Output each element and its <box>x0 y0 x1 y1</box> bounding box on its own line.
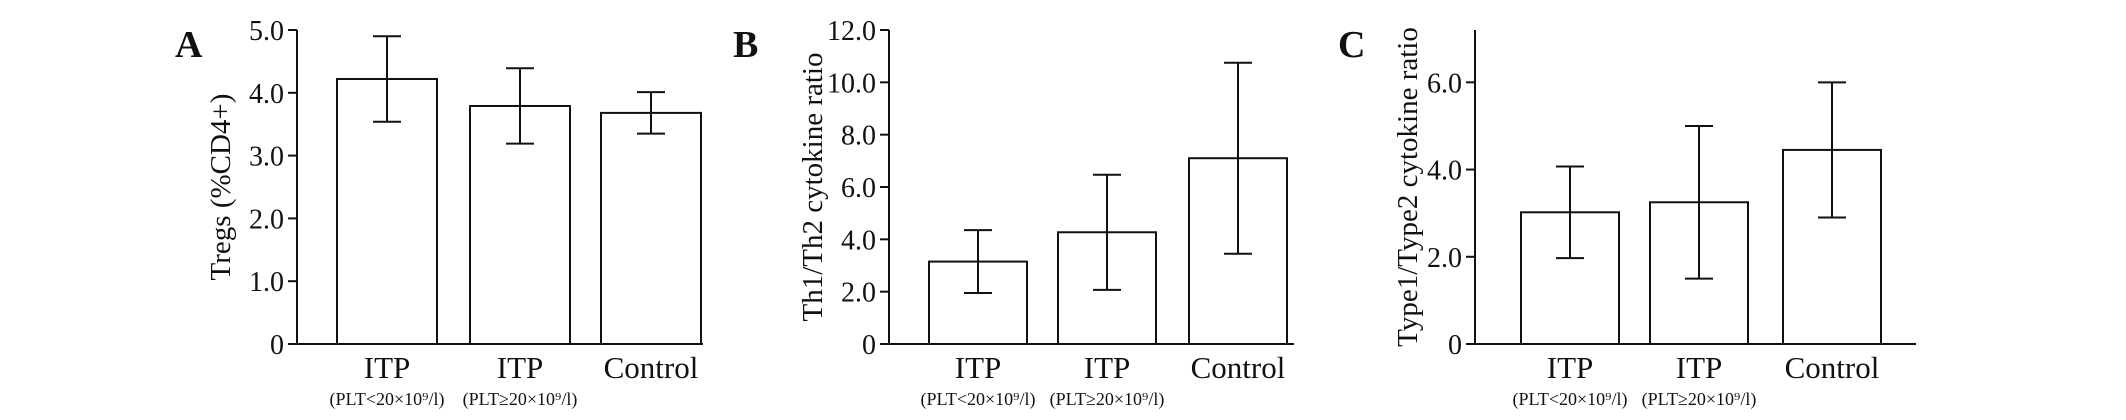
x-category-label: Control <box>604 350 699 385</box>
x-category-sublabel: (PLT≥20×10⁹/l) <box>463 389 578 410</box>
bar <box>469 104 571 345</box>
x-category-sublabel: (PLT<20×10⁹/l) <box>330 389 445 410</box>
y-tick-label: 0 <box>270 330 284 361</box>
x-category-label: Control <box>1191 350 1286 385</box>
x-category-label: ITP <box>1547 350 1594 385</box>
panel-letter: A <box>175 24 203 66</box>
x-category-sublabel: (PLT≥20×10⁹/l) <box>1050 389 1165 410</box>
y-tick-label: 6.0 <box>841 173 876 204</box>
bar <box>600 111 702 346</box>
panel-letter: C <box>1338 24 1365 66</box>
panel-letter: B <box>733 24 758 66</box>
x-category-label: ITP <box>364 350 411 385</box>
x-category-label: ITP <box>1676 350 1723 385</box>
y-tick-label: 1.0 <box>249 267 284 298</box>
x-category-sublabel: (PLT<20×10⁹/l) <box>921 389 1036 410</box>
bar <box>336 77 438 345</box>
y-axis-label: Type1/Type2 cytokine ratio <box>1392 27 1424 347</box>
y-tick-label: 0 <box>862 330 876 361</box>
y-tick-label: 6.0 <box>1427 68 1462 99</box>
x-category-label: ITP <box>1084 350 1131 385</box>
y-tick-label: 5.0 <box>249 16 284 47</box>
x-category-label: ITP <box>955 350 1002 385</box>
panel-b: B 0 2.0 4.0 6.0 8.0 10.0 12.0 Th1/Th2 cytokine r… <box>733 16 1294 410</box>
y-tick-label: 2.0 <box>249 204 284 235</box>
panel-a: A 0 1.0 2.0 3.0 4.0 5.0 Tregs (%CD4+) ITP (PLT<20… <box>175 16 703 410</box>
y-tick-label: 4.0 <box>841 225 876 256</box>
y-tick-label: 12.0 <box>827 16 876 47</box>
x-category-sublabel: (PLT<20×10⁹/l) <box>1513 389 1628 410</box>
y-tick-label: 10.0 <box>827 68 876 99</box>
x-category-label: ITP <box>497 350 544 385</box>
y-tick-label: 0 <box>1448 330 1462 361</box>
y-axis-label: Tregs (%CD4+) <box>205 94 237 281</box>
x-category-label: Control <box>1785 350 1880 385</box>
bar <box>928 260 1028 346</box>
y-tick-label: 4.0 <box>249 79 284 110</box>
y-tick-label: 3.0 <box>249 142 284 173</box>
y-tick-label: 4.0 <box>1427 156 1462 187</box>
y-tick-label: 2.0 <box>1427 243 1462 274</box>
x-category-sublabel: (PLT≥20×10⁹/l) <box>1642 389 1757 410</box>
y-tick-label: 8.0 <box>841 121 876 152</box>
y-tick-label: 2.0 <box>841 278 876 309</box>
y-axis-label: Th1/Th2 cytokine ratio <box>797 53 829 322</box>
